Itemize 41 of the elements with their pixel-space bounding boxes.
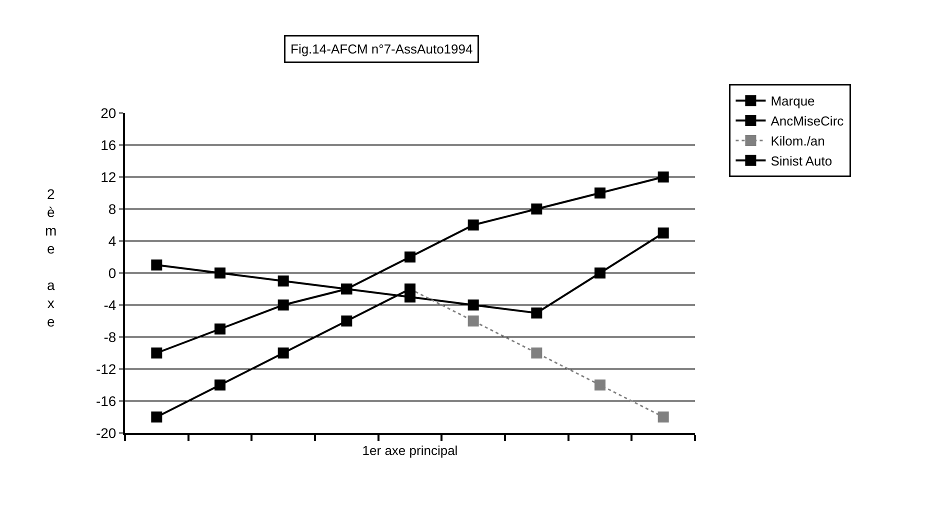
point: [214, 380, 226, 390]
y-tick-label: 20: [100, 104, 116, 121]
point: [278, 300, 289, 310]
y-tick-label: -12: [96, 360, 116, 377]
point: [341, 316, 352, 326]
point: [151, 412, 162, 422]
y-tick-label: -4: [104, 296, 116, 313]
text: 2ème axe: [45, 186, 57, 330]
point: [214, 324, 226, 334]
point: [594, 380, 606, 390]
point: [531, 204, 542, 214]
point: [278, 276, 289, 286]
y-tick-label: 16: [100, 136, 116, 153]
y-tick-label: 4: [108, 232, 116, 249]
point: [658, 228, 669, 238]
y-tick-label: 8: [108, 200, 116, 217]
point: [594, 268, 606, 278]
point: [151, 348, 162, 358]
point: [594, 188, 606, 198]
legend-label: Kilom./an: [770, 134, 825, 149]
y-tick-label: -8: [104, 328, 116, 345]
point: [468, 316, 479, 326]
legend-label: Sinist Auto: [770, 153, 832, 168]
x-axis-title: 1er axe principal: [362, 443, 458, 458]
point: [658, 412, 669, 422]
point: [151, 260, 162, 270]
y-tick-label: 0: [108, 264, 116, 281]
legend-label: AncMiseCirc: [770, 114, 844, 129]
y-tick-label: -16: [96, 392, 116, 409]
chart-title: Fig.14-AFCM n°7-AssAuto1994: [290, 42, 473, 56]
point: [531, 348, 542, 358]
point: [531, 308, 542, 318]
y-tick-label: -20: [96, 424, 116, 441]
point: [214, 268, 226, 278]
y-tick-label: 12: [100, 168, 116, 185]
point: [404, 252, 416, 262]
point: [468, 220, 479, 230]
point: [468, 300, 479, 310]
point: [658, 172, 669, 182]
legend-label: Marque: [770, 94, 815, 109]
point: [278, 348, 289, 358]
